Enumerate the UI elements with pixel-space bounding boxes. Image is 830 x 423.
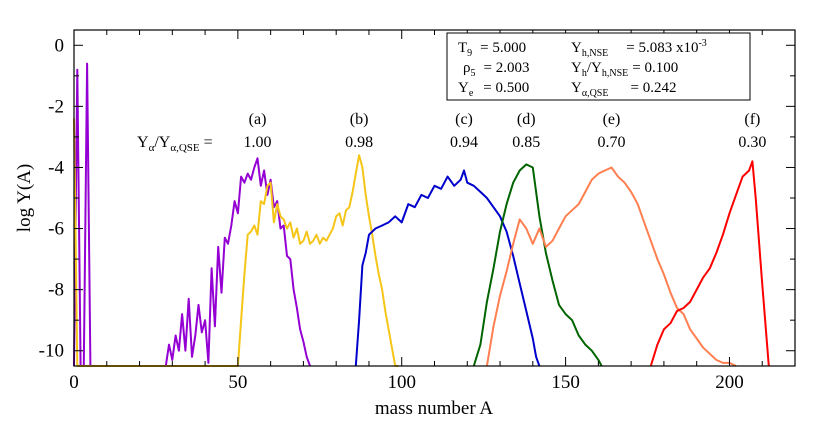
series-layer [73,62,770,367]
series-name-e: (e) [603,111,621,128]
series-line-b [73,118,399,367]
info-Yalpha: Yα,QSE = 0.242 [571,80,676,99]
series-ratio-b: 0.98 [345,134,373,151]
y-tick-label: -2 [48,96,64,117]
info-box: T9 = 5.000 ρ5 = 2.003 Ye = 0.500 Yh,NSE = 5.… [446,32,751,101]
series-ratio-f: 0.30 [738,134,766,151]
x-tick-label: 0 [69,372,79,393]
info-box-frame [446,32,751,101]
y-tick-label: -10 [39,341,64,362]
series-name-b: (b) [350,111,369,128]
annotation-layer: (a) 1.00 (b) 0.98 (c) 0.94 (d) 0.85 (e) 0.70 (f) 0.… [244,111,767,151]
x-tick-label: 150 [551,372,580,393]
y-tick-label: -4 [48,157,64,178]
x-tick-label: 50 [228,372,247,393]
series-ratio-c: 0.94 [450,134,478,151]
x-tick-label: 100 [387,372,416,393]
y-tick-label: -8 [48,280,64,301]
info-ratio: Yh/Yh,NSE = 0.100 [571,60,678,79]
axes-layer: 0 50 100 150 200 0 -2 -4 -6 -8 -10 [39,30,796,393]
ratio-row-label: Yα/Yα,QSE = [137,134,213,154]
info-T9: T9 = 5.000 [458,40,526,59]
series-ratio-d: 0.85 [512,134,540,151]
series-line-d [472,163,603,367]
series-line-e [485,166,737,367]
series-line-f [649,160,770,367]
series-name-f: (f) [744,111,760,128]
y-tick-label: 0 [55,35,65,56]
series-name-a: (a) [249,111,267,128]
info-rho: ρ5 = 2.003 [463,60,529,79]
series-name-c: (c) [455,111,473,128]
x-tick-label: 200 [715,372,744,393]
y-axis-title: log Y(A) [14,164,35,232]
y-tick-label: -6 [48,219,64,240]
series-line-c [354,169,541,367]
series-name-d: (d) [517,111,536,128]
series-ratio-e: 0.70 [597,134,625,151]
info-Ye: Ye = 0.500 [458,80,529,99]
series-line-a [73,62,311,367]
x-axis-title: mass number A [375,398,493,419]
series-ratio-a: 1.00 [244,134,272,151]
info-Yh: Yh,NSE = 5.083 x10-3 [571,38,707,59]
